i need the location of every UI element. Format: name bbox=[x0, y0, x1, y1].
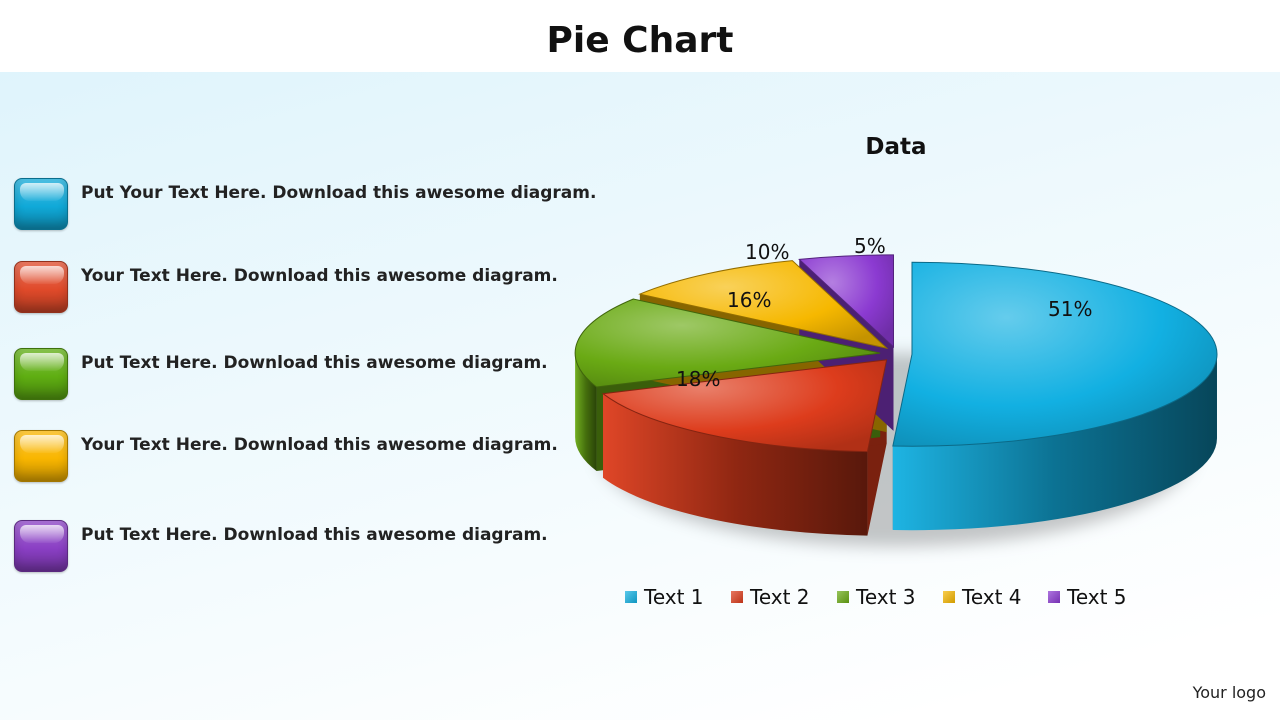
slice-side-text-1 bbox=[892, 354, 1217, 531]
text-item-2: Your Text Here. Download this awesome di… bbox=[14, 261, 574, 315]
chart-title: Data bbox=[865, 134, 927, 160]
legend-label-text-4: Text 4 bbox=[962, 585, 1022, 609]
slice-label-text-4: 10% bbox=[745, 240, 790, 264]
pie-slice-text-2 bbox=[601, 359, 888, 453]
text-item-1-text: Put Your Text Here. Download this awesom… bbox=[81, 183, 597, 203]
legend-marker-text-5 bbox=[1048, 591, 1060, 603]
text-item-5: Put Text Here. Download this awesome dia… bbox=[14, 520, 574, 574]
title-bar: Pie Chart bbox=[0, 0, 1280, 72]
text-item-3-swatch bbox=[14, 348, 68, 400]
legend-marker-text-1 bbox=[625, 591, 637, 603]
text-item-4-swatch bbox=[14, 430, 68, 482]
legend-marker-text-4 bbox=[943, 591, 955, 603]
text-item-3-text: Put Text Here. Download this awesome dia… bbox=[81, 353, 548, 373]
legend-label-text-1: Text 1 bbox=[644, 585, 704, 609]
text-item-4: Your Text Here. Download this awesome di… bbox=[14, 430, 574, 484]
pie-slice-text-5 bbox=[798, 254, 894, 349]
text-item-5-text: Put Text Here. Download this awesome dia… bbox=[81, 525, 548, 545]
legend-label-text-3: Text 3 bbox=[856, 585, 916, 609]
slice-label-text-2: 18% bbox=[676, 367, 721, 391]
slice-side-text-2 bbox=[603, 393, 868, 536]
page-title: Pie Chart bbox=[546, 20, 734, 61]
legend-marker-text-3 bbox=[837, 591, 849, 603]
text-item-1: Put Your Text Here. Download this awesom… bbox=[14, 178, 596, 232]
legend-label-text-2: Text 2 bbox=[750, 585, 810, 609]
slice-label-text-5: 5% bbox=[854, 234, 886, 258]
text-item-4-text: Your Text Here. Download this awesome di… bbox=[81, 435, 558, 455]
text-item-5-swatch bbox=[14, 520, 68, 572]
slice-label-text-1: 51% bbox=[1048, 297, 1093, 321]
legend-marker-text-2 bbox=[731, 591, 743, 603]
pie-slice-text-1 bbox=[892, 261, 1218, 447]
text-item-3: Put Text Here. Download this awesome dia… bbox=[14, 348, 574, 402]
slice-label-text-3: 16% bbox=[727, 288, 772, 312]
pie-slice-text-3 bbox=[574, 298, 881, 388]
pie-slice-text-4 bbox=[638, 260, 889, 350]
text-item-2-swatch bbox=[14, 261, 68, 313]
text-item-2-text: Your Text Here. Download this awesome di… bbox=[81, 266, 558, 286]
logo-text: Your logo bbox=[1192, 683, 1266, 702]
legend-label-text-5: Text 5 bbox=[1067, 585, 1127, 609]
text-item-1-swatch bbox=[14, 178, 68, 230]
